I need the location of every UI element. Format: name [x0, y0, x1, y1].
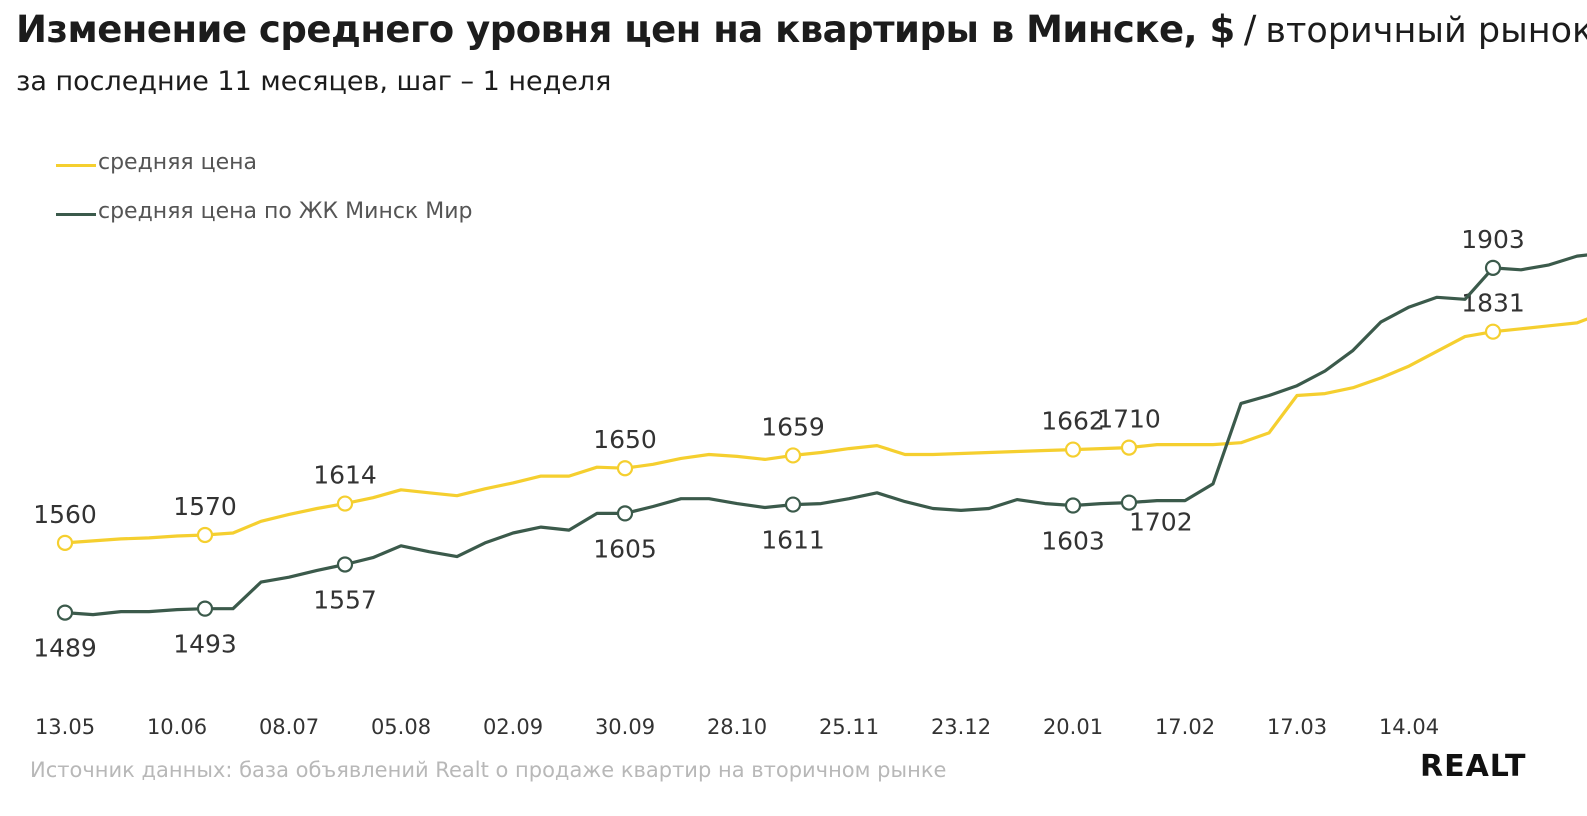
data-point-marker: [784, 496, 802, 513]
legend-swatch-green: [56, 213, 96, 216]
series-line-0: [63, 317, 1587, 545]
data-point-marker: [196, 526, 214, 544]
x-tick-label: 10.06: [147, 715, 207, 739]
x-tick-label: 30.09: [595, 715, 655, 739]
x-tick-label: 05.08: [371, 715, 431, 739]
data-label: 1560: [33, 500, 97, 529]
x-tick-label: 20.01: [1043, 715, 1103, 739]
data-label: 1493: [173, 630, 237, 659]
x-tick-label: 28.10: [707, 715, 767, 739]
x-tick-label: 17.03: [1267, 715, 1327, 739]
x-tick-label: 25.11: [819, 715, 879, 739]
realt-logo: REALT: [1420, 749, 1527, 784]
data-point-marker: [56, 534, 74, 551]
x-tick-label: 17.02: [1155, 715, 1215, 739]
data-point-marker: [784, 447, 802, 464]
source-note: Источник данных: база объявлений Realt о…: [30, 758, 947, 782]
legend-swatch-yellow: [56, 164, 96, 167]
data-label: 1611: [761, 526, 825, 555]
data-label: 1489: [33, 634, 97, 663]
data-label: 1662: [1041, 407, 1105, 436]
data-point-marker: [616, 460, 634, 477]
data-point-marker: [1120, 494, 1138, 511]
x-tick-label: 14.04: [1379, 715, 1439, 739]
data-label: 1650: [593, 425, 657, 454]
data-label: 1659: [761, 412, 825, 441]
data-point-marker: [1064, 441, 1082, 458]
x-tick-label: 23.12: [931, 715, 991, 739]
data-point-marker: [336, 495, 354, 512]
data-label: 1603: [1041, 527, 1105, 556]
data-point-marker: [616, 505, 634, 522]
data-point-marker: [1064, 497, 1082, 514]
chart-title-line: Изменение среднего уровня цен на квартир…: [16, 8, 1587, 51]
data-point-marker: [1120, 439, 1138, 456]
x-tick-label: 13.05: [35, 715, 95, 739]
data-label: 1702: [1129, 508, 1193, 537]
data-point-marker: [1484, 259, 1502, 276]
series-line-1: [63, 253, 1587, 617]
x-tick-label: 08.07: [259, 715, 319, 739]
data-label: 1614: [313, 461, 377, 490]
data-label: 1570: [173, 492, 237, 521]
data-label: 1710: [1097, 405, 1161, 434]
chart-title-suffix: вторичный рынок: [1265, 11, 1587, 51]
data-label: 1605: [593, 534, 657, 563]
legend-label: средняя цена по ЖК Минск Мир: [98, 199, 473, 224]
data-point-marker: [56, 604, 74, 621]
data-point-marker: [1484, 323, 1502, 340]
data-point-marker: [336, 556, 354, 573]
data-point-marker: [196, 600, 214, 617]
data-label: 1903: [1461, 225, 1525, 254]
chart-title: Изменение среднего уровня цен на квартир…: [16, 8, 1235, 51]
data-label: 1557: [313, 585, 377, 614]
x-tick-label: 02.09: [483, 715, 543, 739]
title-separator: /: [1243, 8, 1257, 51]
legend-label: средняя цена: [98, 150, 258, 175]
chart-subtitle: за последние 11 месяцев, шаг – 1 неделя: [16, 66, 612, 97]
